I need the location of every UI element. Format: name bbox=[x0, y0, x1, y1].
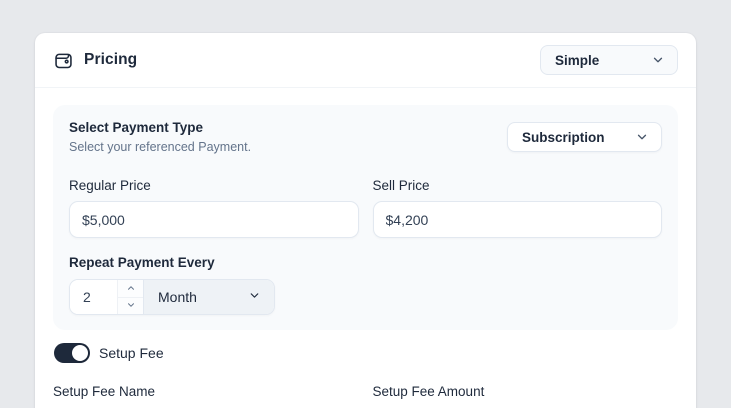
card-header: Pricing Simple bbox=[35, 33, 696, 88]
panel-header: Select Payment Type Select your referenc… bbox=[69, 120, 662, 154]
repeat-interval-group: Month bbox=[69, 279, 275, 315]
setup-fee-name-field: Setup Fee Name bbox=[53, 383, 359, 401]
panel-subtitle: Select your referenced Payment. bbox=[69, 140, 252, 154]
payment-type-select-value: Subscription bbox=[522, 129, 605, 145]
repeat-payment-block: Repeat Payment Every bbox=[69, 255, 662, 315]
repeat-unit-select[interactable]: Month bbox=[143, 280, 274, 314]
regular-price-label: Regular Price bbox=[69, 178, 151, 193]
setup-fee-name-label: Setup Fee Name bbox=[53, 384, 156, 399]
repeat-unit-value: Month bbox=[158, 289, 197, 305]
pricing-card: Pricing Simple Select Payment Type Selec… bbox=[35, 33, 696, 408]
setup-fee-toggle-row: Setup Fee bbox=[53, 343, 678, 363]
repeat-interval-input[interactable] bbox=[70, 280, 117, 314]
chevron-down-icon bbox=[651, 53, 665, 67]
sell-price-label: Sell Price bbox=[372, 178, 430, 193]
regular-price-field: Regular Price bbox=[69, 178, 359, 238]
sell-price-field: Sell Price bbox=[372, 178, 662, 238]
card-body: Select Payment Type Select your referenc… bbox=[35, 88, 696, 401]
stepper-down-button[interactable] bbox=[118, 296, 143, 315]
setup-fee-fields-row: Setup Fee Name Setup Fee Amount bbox=[53, 383, 678, 401]
stepper-up-button[interactable] bbox=[118, 280, 143, 297]
wallet-icon bbox=[53, 50, 74, 71]
regular-price-input[interactable] bbox=[69, 201, 359, 238]
panel-header-text: Select Payment Type Select your referenc… bbox=[69, 120, 251, 154]
panel-title: Select Payment Type bbox=[69, 120, 204, 135]
mode-select[interactable]: Simple bbox=[540, 45, 678, 75]
page-title: Pricing bbox=[84, 51, 138, 68]
setup-fee-toggle-label: Setup Fee bbox=[99, 345, 164, 361]
setup-fee-toggle[interactable] bbox=[54, 343, 90, 363]
chevron-down-icon bbox=[248, 289, 261, 305]
chevron-up-icon bbox=[126, 281, 136, 296]
price-fields-row: Regular Price Sell Price bbox=[69, 178, 662, 238]
quantity-stepper bbox=[117, 280, 143, 314]
setup-fee-amount-label: Setup Fee Amount bbox=[372, 384, 485, 399]
chevron-down-icon bbox=[635, 130, 649, 144]
card-header-left: Pricing bbox=[53, 50, 137, 71]
setup-fee-amount-field: Setup Fee Amount bbox=[373, 383, 679, 401]
chevron-down-icon bbox=[126, 298, 136, 313]
mode-select-value: Simple bbox=[555, 52, 600, 68]
sell-price-input[interactable] bbox=[372, 201, 662, 238]
toggle-knob bbox=[72, 345, 88, 361]
payment-type-select[interactable]: Subscription bbox=[507, 122, 662, 152]
payment-type-panel: Select Payment Type Select your referenc… bbox=[53, 105, 678, 330]
repeat-payment-label: Repeat Payment Every bbox=[69, 255, 215, 270]
